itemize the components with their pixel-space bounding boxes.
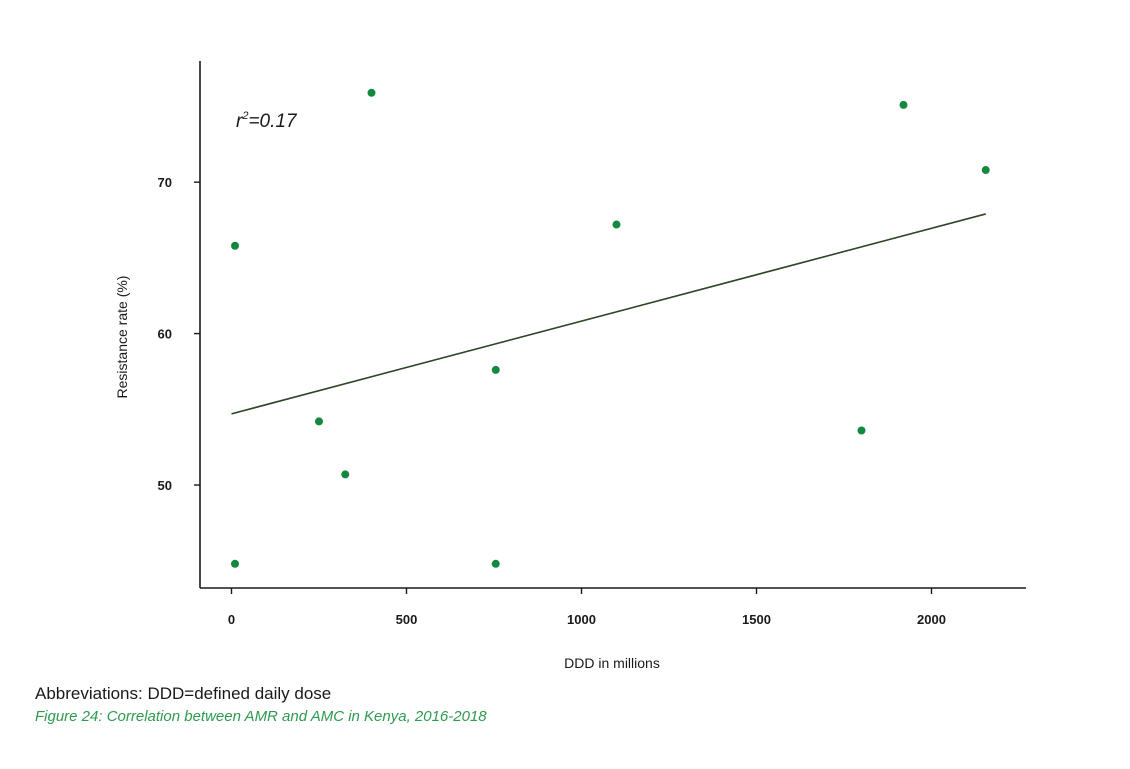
trend-line bbox=[231, 213, 986, 415]
r-squared-annotation: r2=0.17 bbox=[236, 110, 298, 132]
x-tick-label: 2000 bbox=[917, 612, 946, 627]
x-tick-label: 500 bbox=[396, 612, 418, 627]
data-point bbox=[491, 365, 500, 374]
y-tick-label: 70 bbox=[158, 175, 172, 190]
x-tick-label: 0 bbox=[228, 612, 235, 627]
y-tick-label: 50 bbox=[158, 478, 172, 493]
abbreviations-note: Abbreviations: DDD=defined daily dose bbox=[35, 684, 332, 703]
axes bbox=[199, 61, 1026, 589]
data-point bbox=[491, 559, 500, 568]
data-point bbox=[981, 166, 990, 175]
data-points bbox=[231, 88, 990, 568]
data-point bbox=[315, 417, 323, 426]
figure-caption: Figure 24: Correlation between AMR and A… bbox=[35, 708, 487, 725]
y-tick-label: 60 bbox=[158, 327, 172, 342]
scatter-chart: 0 500 1000 1500 2000 50 60 70 r2=0.17 DDD in mi… bbox=[114, 61, 1026, 671]
data-point bbox=[899, 100, 908, 109]
data-point bbox=[231, 559, 239, 568]
r-squared-prefix: r bbox=[236, 111, 243, 132]
x-axis-title: DDD in millions bbox=[564, 655, 660, 671]
data-point bbox=[857, 426, 866, 435]
r-squared-superscript: 2 bbox=[241, 110, 248, 122]
y-axis-title: Resistance rate (%) bbox=[114, 276, 130, 399]
x-tick-label: 1500 bbox=[742, 612, 771, 627]
data-point bbox=[612, 220, 621, 229]
data-point bbox=[367, 88, 376, 97]
x-tick-label: 1000 bbox=[567, 612, 596, 627]
r-squared-value: =0.17 bbox=[248, 111, 298, 132]
data-point bbox=[341, 470, 350, 479]
axis-ticks: 0 500 1000 1500 2000 50 60 70 bbox=[158, 175, 946, 627]
data-point bbox=[231, 241, 239, 250]
